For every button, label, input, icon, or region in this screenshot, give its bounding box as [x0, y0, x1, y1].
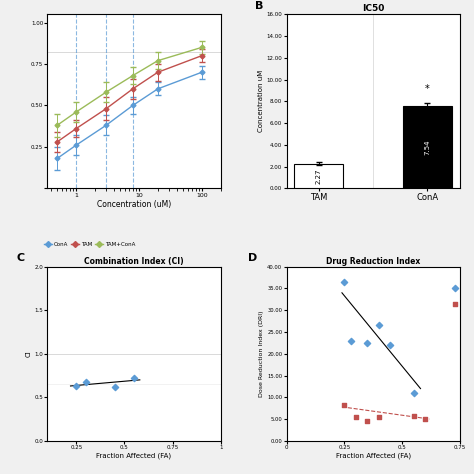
Point [111, 383, 118, 391]
Y-axis label: CI: CI [26, 350, 32, 357]
Point [82, 379, 90, 386]
Point [352, 413, 360, 420]
Text: B: B [255, 1, 264, 11]
Legend: ConA, TAM, TAM+ConA: ConA, TAM, TAM+ConA [42, 240, 137, 249]
Text: *: * [425, 84, 430, 94]
Bar [403, 106, 452, 188]
Point [340, 278, 348, 286]
Point [340, 401, 348, 409]
Point [130, 374, 138, 382]
Point [410, 389, 418, 397]
Point [347, 337, 355, 345]
X-axis label: Fraction Affected (FA): Fraction Affected (FA) [97, 453, 172, 459]
Title: Drug Reduction Index: Drug Reduction Index [326, 257, 420, 266]
Point [451, 285, 459, 292]
X-axis label: Concentration (uM): Concentration (uM) [97, 201, 171, 210]
Point [375, 413, 383, 420]
Y-axis label: Concentration uM: Concentration uM [258, 70, 264, 132]
Bar [294, 164, 343, 188]
Text: 7.54: 7.54 [424, 139, 430, 155]
X-axis label: Fraction Affected (FA): Fraction Affected (FA) [336, 453, 410, 459]
Point [410, 412, 418, 419]
Point [364, 339, 371, 346]
Point [375, 322, 383, 329]
Point [73, 382, 80, 390]
Title: Combination Index (CI): Combination Index (CI) [84, 257, 184, 266]
Point [364, 418, 371, 425]
Point [451, 300, 459, 308]
Y-axis label: Dose Reduction Index (DRI): Dose Reduction Index (DRI) [259, 310, 264, 397]
Point [421, 415, 429, 422]
Point [387, 341, 394, 349]
Text: 2.27: 2.27 [316, 168, 322, 184]
Text: D: D [248, 253, 258, 263]
Title: IC50: IC50 [362, 4, 384, 13]
Text: C: C [16, 253, 24, 263]
